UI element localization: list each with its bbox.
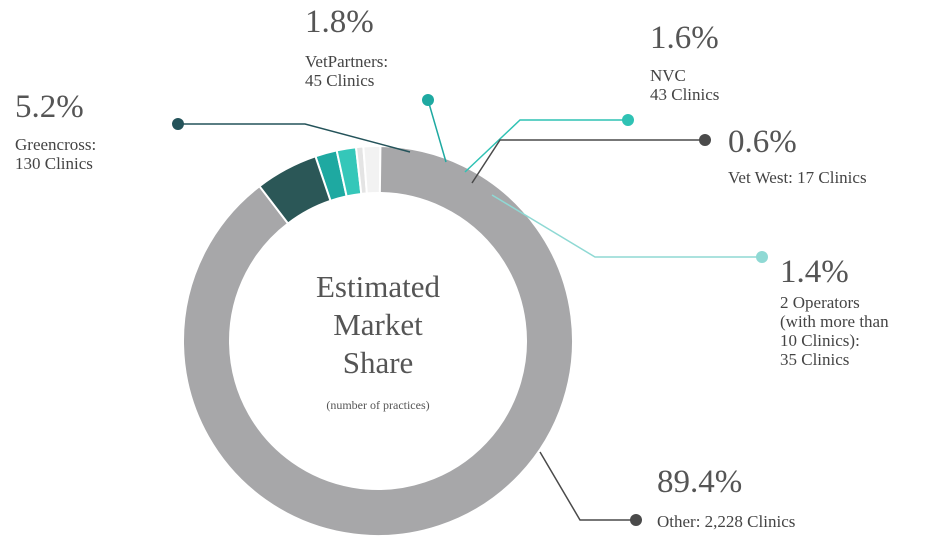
category-label: VetPartners: 45 Clinics: [305, 52, 389, 90]
leader-line: [539, 451, 636, 521]
leader-dot: [756, 251, 768, 263]
value-label: 89.4%: [657, 464, 743, 500]
value-label: 0.6%: [728, 124, 797, 160]
leader-line: [491, 194, 762, 258]
leader-line: [178, 123, 411, 153]
donut-segment: [362, 145, 382, 195]
donut-segment: [182, 144, 574, 536]
category-label: Greencross: 130 Clinics: [15, 135, 97, 173]
chart-subtitle: (number of practices): [326, 398, 430, 412]
leader-dot: [172, 118, 184, 130]
donut-segment: [258, 155, 332, 225]
value-label: 1.4%: [780, 254, 849, 290]
leader-line: [471, 139, 705, 184]
leader-line: [427, 99, 447, 163]
value-label: 1.8%: [305, 4, 374, 40]
leader-dot: [699, 134, 711, 146]
value-label: 1.6%: [650, 20, 719, 56]
category-label: 2 Operators (with more than 10 Clinics):…: [780, 293, 889, 369]
leader-dot: [622, 114, 634, 126]
category-label: Vet West: 17 Clinics: [728, 168, 867, 187]
chart-title: Estimated Market Share: [316, 269, 440, 380]
leader-dot: [630, 514, 642, 526]
leader-line: [464, 119, 628, 173]
category-label: NVC 43 Clinics: [650, 66, 720, 104]
category-label: Other: 2,228 Clinics: [657, 512, 796, 531]
leader-dot: [422, 94, 434, 106]
value-label: 5.2%: [15, 89, 84, 125]
